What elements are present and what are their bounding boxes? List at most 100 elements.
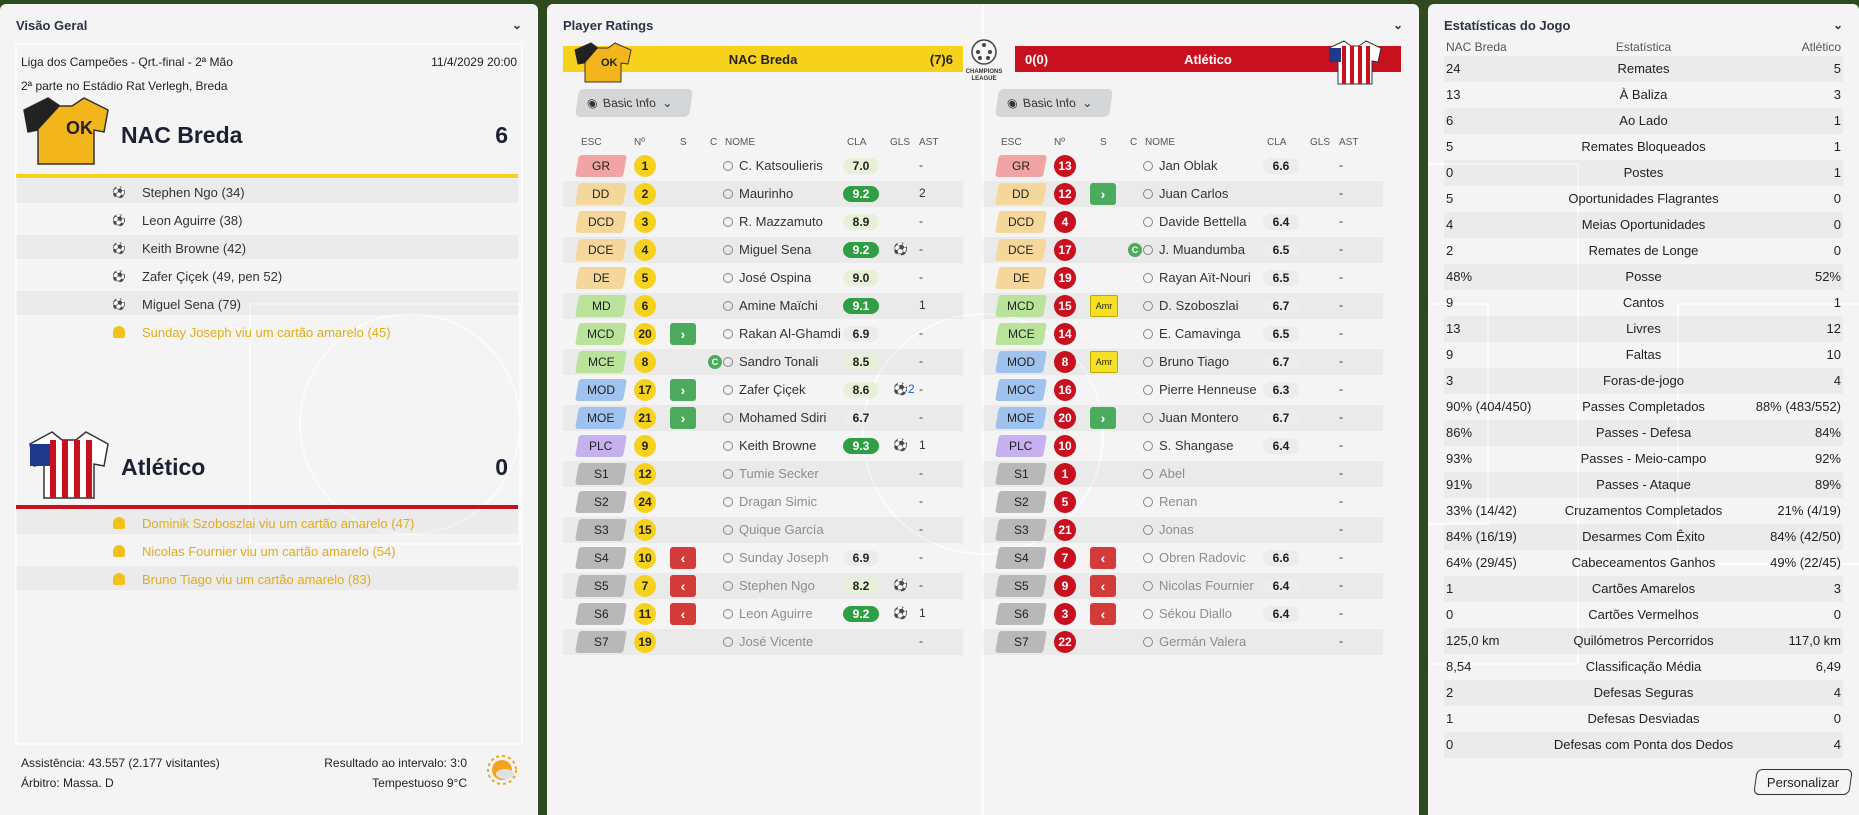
column-header-esc[interactable]: ESC [1001, 137, 1022, 148]
player-row[interactable]: PLC 9 Keith Browne 9.3 ⚽ 1 [563, 433, 963, 459]
player-name[interactable]: Davide Bettella [1143, 214, 1246, 229]
column-header-c[interactable]: C [1130, 137, 1138, 148]
column-header-name[interactable]: NOME [1145, 137, 1175, 148]
column-header-gls[interactable]: GLS [1310, 137, 1331, 148]
player-name[interactable]: Rayan Aït-Nouri [1143, 270, 1251, 285]
away-basic-info-dropdown[interactable]: ◉ Basic Info ⌄ [995, 89, 1113, 117]
column-header-s[interactable]: S [1100, 137, 1107, 148]
player-row[interactable]: S7 22 Germán Valera - [983, 629, 1383, 655]
player-name[interactable]: Miguel Sena [723, 242, 811, 257]
column-header-name[interactable]: NOME [725, 137, 755, 148]
player-row[interactable]: S6 3 ‹ Sékou Diallo 6.4 - [983, 601, 1383, 627]
player-name[interactable]: Obren Radovic [1143, 550, 1246, 565]
column-header-num[interactable]: Nº [1054, 137, 1065, 148]
player-name[interactable]: Leon Aguirre [723, 606, 813, 621]
player-name[interactable]: Amine Maïchi [723, 298, 818, 313]
player-row[interactable]: PLC 10 S. Shangase 6.4 - [983, 433, 1383, 459]
player-row[interactable]: DD 2 Maurinho 9.2 2 [563, 181, 963, 207]
player-name[interactable]: J. Muandumba [1143, 242, 1245, 257]
player-row[interactable]: DCE 17 C J. Muandumba 6.5 - [983, 237, 1383, 263]
player-name[interactable]: Renan [1143, 494, 1197, 509]
chevron-down-icon[interactable]: ⌄ [1392, 18, 1403, 32]
player-row[interactable]: MCE 8 C Sandro Tonali 8.5 - [563, 349, 963, 375]
player-name[interactable]: José Vicente [723, 634, 813, 649]
column-header-cla[interactable]: CLA [1267, 137, 1287, 148]
chevron-down-icon[interactable]: ⌄ [511, 18, 522, 32]
player-row[interactable]: S7 19 José Vicente - [563, 629, 963, 655]
home-basic-info-dropdown[interactable]: ◉ Basic Info ⌄ [575, 89, 693, 117]
player-name[interactable]: Jan Oblak [1143, 158, 1218, 173]
player-name[interactable]: Maurinho [723, 186, 793, 201]
player-name[interactable]: C. Katsoulieris [723, 158, 823, 173]
player-row[interactable]: S2 24 Dragan Simic - [563, 489, 963, 515]
player-name[interactable]: D. Szoboszlai [1143, 298, 1238, 313]
player-name[interactable]: Stephen Ngo [723, 578, 815, 593]
player-name[interactable]: Germán Valera [1143, 634, 1246, 649]
player-name[interactable]: E. Camavinga [1143, 326, 1241, 341]
customize-button[interactable]: Personalizar [1753, 769, 1853, 795]
player-name[interactable]: Sandro Tonali [723, 354, 818, 369]
column-header-esc[interactable]: ESC [581, 137, 602, 148]
player-name[interactable]: Keith Browne [723, 438, 816, 453]
ratings-header[interactable]: Player Ratings ⌄ [563, 16, 1403, 34]
player-row[interactable]: DD 12 › Juan Carlos - [983, 181, 1383, 207]
player-name[interactable]: R. Mazzamuto [723, 214, 823, 229]
player-name[interactable]: Tumie Secker [723, 466, 819, 481]
player-row[interactable]: DCD 3 R. Mazzamuto 8.9 - [563, 209, 963, 235]
column-header-ast[interactable]: AST [919, 137, 939, 148]
player-row[interactable]: DCE 4 Miguel Sena 9.2 ⚽ - [563, 237, 963, 263]
player-row[interactable]: MD 6 Amine Maïchi 9.1 1 [563, 293, 963, 319]
player-row[interactable]: DE 19 Rayan Aït-Nouri 6.5 - [983, 265, 1383, 291]
player-row[interactable]: MOD 17 › Zafer Çiçek 8.6 ⚽2- [563, 377, 963, 403]
player-row[interactable]: MOD 8 Amr Bruno Tiago 6.7 - [983, 349, 1383, 375]
player-row[interactable]: S5 7 ‹ Stephen Ngo 8.2 ⚽ - [563, 573, 963, 599]
player-row[interactable]: S6 11 ‹ Leon Aguirre 9.2 ⚽ 1 [563, 601, 963, 627]
overview-header[interactable]: Visão Geral ⌄ [16, 16, 522, 34]
event-text: Leon Aguirre (38) [142, 212, 243, 228]
player-name[interactable]: Abel [1143, 466, 1185, 481]
player-row[interactable]: S3 15 Quique García - [563, 517, 963, 543]
player-name[interactable]: Dragan Simic [723, 494, 817, 509]
player-row[interactable]: S4 10 ‹ Sunday Joseph 6.9 - [563, 545, 963, 571]
player-row[interactable]: DE 5 José Ospina 9.0 - [563, 265, 963, 291]
player-name[interactable]: Mohamed Sdiri [723, 410, 826, 425]
player-row[interactable]: MOE 21 › Mohamed Sdiri 6.7 - [563, 405, 963, 431]
player-name[interactable]: Pierre Henneuse [1143, 382, 1257, 397]
player-row[interactable]: GR 1 C. Katsoulieris 7.0 - [563, 153, 963, 179]
person-icon [1143, 301, 1153, 311]
player-row[interactable]: GR 13 Jan Oblak 6.6 - [983, 153, 1383, 179]
column-header-s[interactable]: S [680, 137, 687, 148]
player-name[interactable]: Quique García [723, 522, 824, 537]
player-name[interactable]: Sékou Diallo [1143, 606, 1232, 621]
person-icon [1143, 609, 1153, 619]
player-row[interactable]: S2 5 Renan - [983, 489, 1383, 515]
column-header-ast[interactable]: AST [1339, 137, 1359, 148]
column-header-gls[interactable]: GLS [890, 137, 911, 148]
player-name[interactable]: Rakan Al-Ghamdi [723, 326, 841, 341]
player-row[interactable]: MCD 15 Amr D. Szoboszlai 6.7 - [983, 293, 1383, 319]
player-name[interactable]: Nicolas Fournier [1143, 578, 1254, 593]
player-row[interactable]: S5 9 ‹ Nicolas Fournier 6.4 - [983, 573, 1383, 599]
player-row[interactable]: MOC 16 Pierre Henneuse 6.3 - [983, 377, 1383, 403]
player-row[interactable]: S3 21 Jonas - [983, 517, 1383, 543]
player-name[interactable]: Juan Carlos [1143, 186, 1228, 201]
player-row[interactable]: S4 7 ‹ Obren Radovic 6.6 - [983, 545, 1383, 571]
player-name[interactable]: Juan Montero [1143, 410, 1239, 425]
player-row[interactable]: MOE 20 › Juan Montero 6.7 - [983, 405, 1383, 431]
player-name[interactable]: José Ospina [723, 270, 811, 285]
player-name[interactable]: Bruno Tiago [1143, 354, 1229, 369]
column-header-c[interactable]: C [710, 137, 718, 148]
player-name[interactable]: Jonas [1143, 522, 1194, 537]
player-name[interactable]: Zafer Çiçek [723, 382, 805, 397]
player-row[interactable]: DCD 4 Davide Bettella 6.4 - [983, 209, 1383, 235]
player-row[interactable]: MCD 20 › Rakan Al-Ghamdi 6.9 - [563, 321, 963, 347]
stats-header[interactable]: Estatísticas do Jogo ⌄ [1444, 16, 1843, 34]
column-header-num[interactable]: Nº [634, 137, 645, 148]
player-name[interactable]: Sunday Joseph [723, 550, 829, 565]
player-row[interactable]: S1 1 Abel - [983, 461, 1383, 487]
player-name[interactable]: S. Shangase [1143, 438, 1233, 453]
column-header-cla[interactable]: CLA [847, 137, 867, 148]
player-row[interactable]: S1 12 Tumie Secker - [563, 461, 963, 487]
chevron-down-icon[interactable]: ⌄ [1832, 18, 1843, 32]
player-row[interactable]: MCE 14 E. Camavinga 6.5 - [983, 321, 1383, 347]
